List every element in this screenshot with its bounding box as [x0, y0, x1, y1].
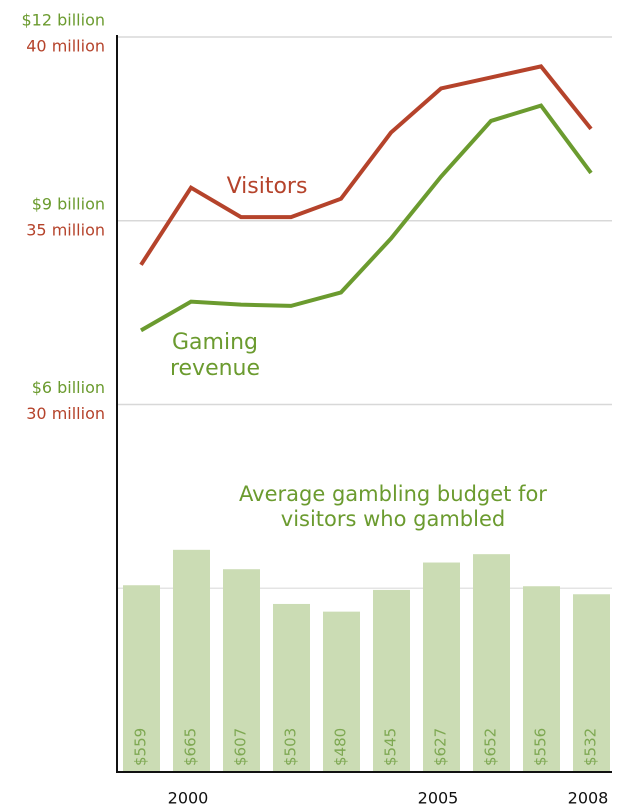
line — [140, 103, 593, 333]
bar — [173, 549, 210, 772]
bar — [373, 589, 410, 772]
bar — [123, 585, 160, 772]
x-tick-label: 2008 — [568, 789, 609, 808]
bar-value-label: $503 — [282, 728, 300, 766]
bar-value-label: $532 — [582, 728, 600, 766]
bar — [323, 611, 360, 772]
bar — [573, 594, 610, 772]
bar-value-label: $627 — [432, 728, 450, 766]
line — [139, 64, 593, 266]
y-tick-label: 30 million — [26, 404, 105, 423]
bar — [423, 562, 460, 772]
y2-tick-label: $6 billion — [32, 378, 105, 397]
y-tick-label: 40 million — [26, 37, 105, 56]
bar-value-label: $556 — [532, 728, 550, 766]
x-tick-label: 2005 — [418, 789, 459, 808]
bars-title: Average gambling budget for visitors who… — [239, 482, 547, 532]
bar-value-label: $652 — [482, 728, 500, 766]
bar-value-label: $480 — [332, 728, 350, 766]
y2-tick-label: $9 billion — [32, 194, 105, 213]
x-tick-label: 2000 — [168, 789, 209, 808]
y-tick-label: 35 million — [26, 220, 105, 239]
series-label: Gaming revenue — [169, 330, 261, 382]
bar-value-label: $665 — [182, 728, 200, 766]
series-label: Visitors — [227, 174, 308, 199]
bar-value-label: $607 — [232, 728, 250, 766]
y2-tick-label: $12 billion — [22, 11, 106, 30]
bar-value-label: $545 — [382, 728, 400, 766]
bar — [523, 586, 560, 772]
bar — [473, 554, 510, 772]
bar — [273, 603, 310, 772]
bar-value-label: $559 — [132, 728, 150, 766]
bar — [223, 569, 260, 772]
